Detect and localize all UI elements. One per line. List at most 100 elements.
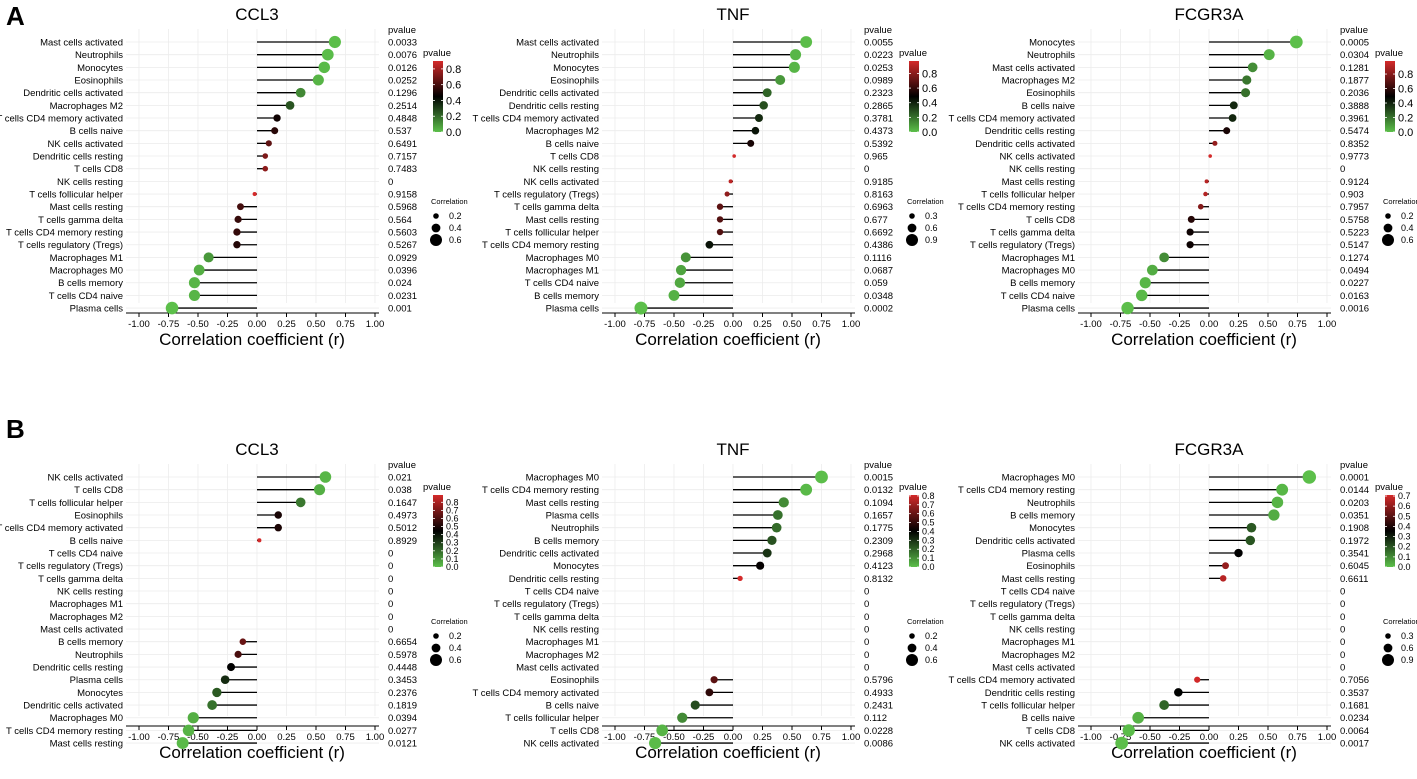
x-tick-label: -1.00 — [128, 319, 150, 330]
category-label: T cells CD4 memory resting — [482, 240, 599, 251]
lollipop-dot — [233, 241, 241, 249]
pvalue-label: 0.0351 — [1340, 511, 1369, 522]
pvalue-label: 0.1274 — [1340, 253, 1369, 264]
colorbar-tick-label: 0.2 — [922, 112, 937, 124]
category-label: T cells follicular helper — [981, 701, 1075, 712]
pvalue-label: 0.5147 — [1340, 240, 1369, 251]
category-label: T cells CD4 memory resting — [958, 202, 1075, 213]
size-legend-label: 0.9 — [1401, 655, 1414, 665]
category-label: NK cells activated — [523, 739, 599, 750]
colorbar-tick-label: 0.0 — [1398, 127, 1413, 139]
pvalue-label: 0.0005 — [1340, 38, 1369, 49]
lollipop-dot — [1263, 49, 1275, 61]
size-legend-label: 0.6 — [449, 655, 462, 665]
colorbar-tick-label: 0.0 — [922, 562, 935, 572]
category-label: Neutrophils — [75, 50, 123, 61]
colorbar-title: pvalue — [899, 482, 927, 493]
colorbar-gradient — [1385, 495, 1395, 567]
category-label: Mast cells activated — [40, 38, 123, 49]
colorbar-gradient — [909, 61, 919, 132]
pvalue-label: 0.564 — [388, 215, 412, 226]
x-tick-label: -0.50 — [187, 732, 209, 743]
x-tick-label: 1.00 — [1318, 319, 1337, 330]
colorbar-tick-label: 0.0 — [922, 127, 937, 139]
pvalue-label: 0.2036 — [1340, 88, 1369, 99]
lollipop-dot — [724, 191, 730, 197]
size-legend-dot — [431, 643, 441, 653]
pvalue-label: 0.6692 — [864, 228, 893, 239]
lollipop-dot — [737, 575, 743, 582]
lollipop-dot — [690, 700, 700, 710]
category-label: T cells gamma delta — [38, 574, 124, 585]
lollipop-dot — [165, 301, 179, 315]
pvalue-label: 0.677 — [864, 215, 888, 226]
colorbar-tick-label: 0.4 — [1398, 521, 1411, 531]
size-legend-label: 0.6 — [1401, 235, 1414, 245]
lollipop-dot — [1121, 301, 1134, 315]
chart-title: CCL3 — [235, 440, 278, 459]
pvalue-label: 0.0033 — [388, 38, 417, 49]
size-legend-label: 0.4 — [449, 223, 462, 233]
category-label: T cells follicular helper — [29, 498, 123, 509]
colorbar-title: pvalue — [1375, 48, 1403, 59]
lollipop-dot — [239, 638, 247, 645]
lollipop-dot — [274, 511, 282, 519]
pvalue-label: 0.903 — [1340, 190, 1364, 201]
category-label: T cells regulatory (Tregs) — [494, 190, 599, 201]
pvalue-column-header: pvalue — [864, 25, 892, 36]
chart-a-fcgr3a: FCGR3A-1.00 -0.75 -0.50 -0.25 0.00 0.25 0.50 0.… — [948, 5, 1417, 349]
pvalue-label: 0.1681 — [1340, 701, 1369, 712]
pvalue-label: 0.5223 — [1340, 228, 1369, 239]
colorbar-tick-label: 0.2 — [922, 544, 935, 554]
lollipop-dot — [1302, 470, 1317, 484]
lollipop-dot — [319, 471, 332, 483]
category-label: Dendritic cells resting — [985, 688, 1075, 699]
size-legend-dot — [431, 223, 441, 233]
category-label: B cells naive — [70, 126, 123, 137]
size-legend-dot — [433, 633, 439, 639]
chart-title: FCGR3A — [1175, 5, 1245, 24]
x-tick-label: -0.25 — [693, 319, 715, 330]
colorbar-tick-label: 0.2 — [1398, 542, 1411, 552]
pvalue-label: 0 — [1340, 650, 1345, 661]
lollipop-dot — [1147, 264, 1158, 276]
x-tick-label: -0.75 — [158, 319, 180, 330]
category-label: T cells gamma delta — [514, 612, 600, 623]
pvalue-label: 0.0304 — [1340, 50, 1369, 61]
lollipop-dot — [234, 650, 242, 658]
pvalue-label: 0.0253 — [864, 63, 893, 74]
category-label: T cells CD4 memory activated — [472, 114, 599, 125]
pvalue-column-header: pvalue — [388, 25, 416, 36]
lollipop-dot — [1139, 277, 1151, 289]
colorbar-tick-label: 0.5 — [1398, 511, 1411, 521]
colorbar-tick-label: 0.0 — [446, 127, 461, 139]
x-tick-label: 0.00 — [724, 732, 743, 743]
lollipop-dot — [220, 675, 230, 685]
colorbar-tick-label: 0.3 — [922, 535, 935, 545]
colorbar-tick-label: 0.6 — [446, 513, 459, 523]
category-label: Plasma cells — [546, 304, 600, 315]
chart-panels: CCL3-1.00 -0.75 -0.50 -0.25 0.00 0.25 0.50 0.75… — [0, 5, 1417, 762]
lollipop-dot — [680, 252, 691, 263]
x-tick-label: 0.25 — [1229, 319, 1248, 330]
lollipop-dot — [747, 139, 755, 147]
pvalue-label: 0.0016 — [1340, 304, 1369, 315]
lollipop-dot — [295, 497, 306, 508]
x-tick-label: 1.00 — [366, 319, 385, 330]
lollipop-dot — [674, 277, 686, 288]
category-label: Mast cells resting — [526, 498, 599, 509]
lollipop-dot — [313, 484, 326, 496]
category-label: T cells CD4 memory activated — [472, 688, 599, 699]
lollipop-dot — [203, 252, 214, 263]
pvalue-label: 0.5758 — [1340, 215, 1369, 226]
category-label: T cells CD4 memory resting — [482, 485, 599, 496]
pvalue-label: 0.0929 — [388, 253, 417, 264]
pvalue-label: 0.0989 — [864, 76, 893, 87]
colorbar-tick-label: 0.6 — [922, 509, 935, 519]
size-legend-title: Correlation — [907, 617, 944, 626]
category-label: T cells CD4 memory resting — [958, 485, 1075, 496]
colorbar-tick-label: 0.2 — [446, 546, 459, 556]
lollipop-dot — [710, 676, 718, 684]
x-tick-label: 0.50 — [1259, 732, 1278, 743]
category-label: Plasma cells — [70, 675, 124, 686]
